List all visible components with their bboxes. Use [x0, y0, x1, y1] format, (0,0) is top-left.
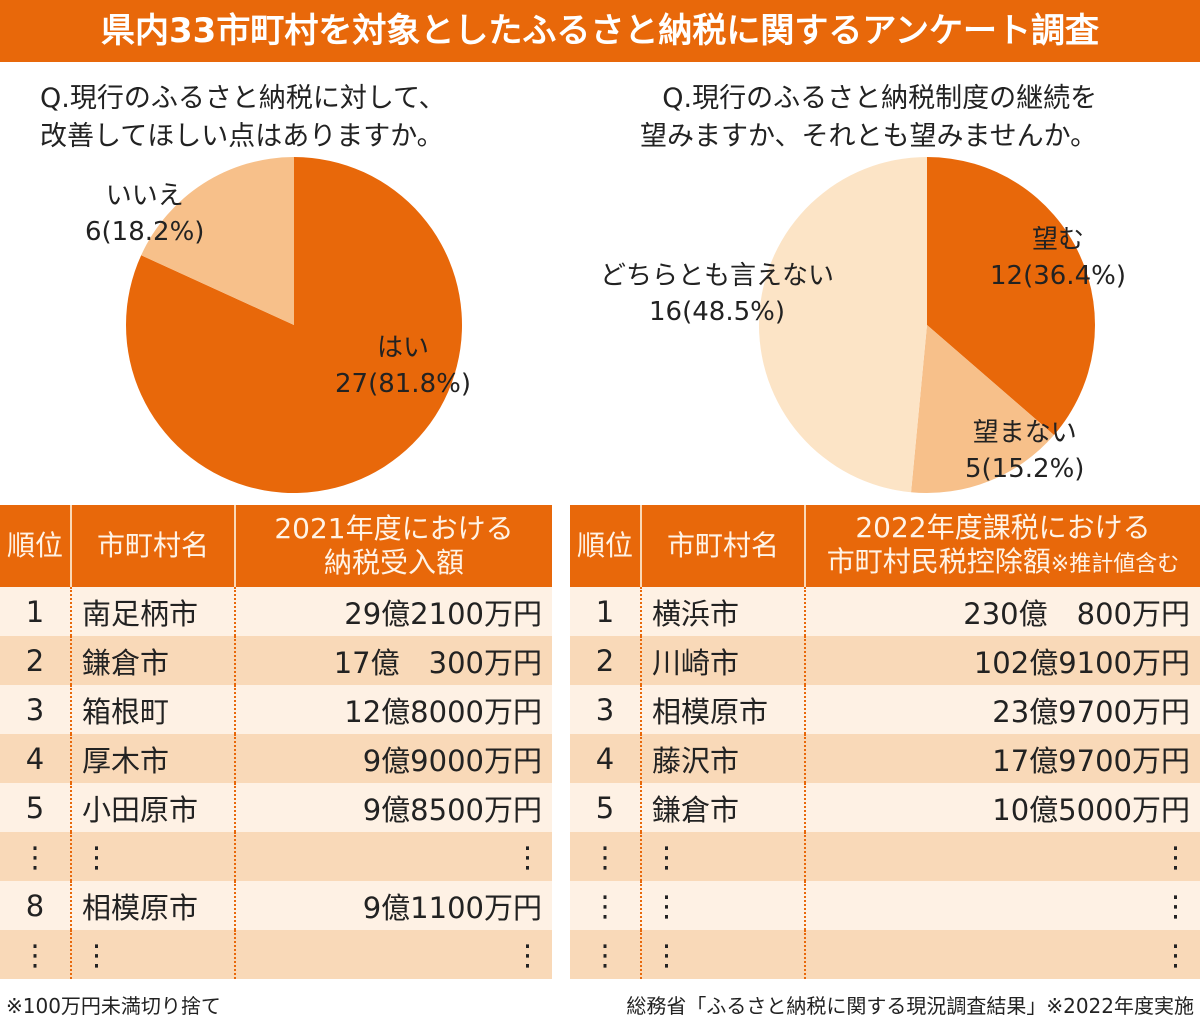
- pie2-slice-0: [927, 157, 1095, 436]
- table-row: 1 南足柄市 29億2100万円: [0, 587, 552, 636]
- cell-rank: ⋮: [570, 930, 641, 979]
- header-municipality: 市町村名: [640, 505, 805, 587]
- question-2: Q.現行のふるさと納税制度の継続を 望みますか、それとも望みませんか。: [640, 83, 1098, 152]
- header-rank: 順位: [570, 505, 641, 587]
- table-furusato-income: 順位 市町村名 2021年度における 納税受入額 1 南足柄市 29億2100万円 2…: [0, 505, 552, 979]
- table-row: 8 相模原市 9億1100万円: [0, 881, 552, 930]
- cell-rank: 4: [0, 734, 71, 783]
- cell-rank: ⋮: [0, 930, 71, 979]
- table-row: 2 川崎市 102億9100万円: [570, 636, 1200, 685]
- cell-amount: 102億9100万円: [804, 636, 1200, 685]
- cell-municipality: 藤沢市: [640, 734, 805, 783]
- header-amount: 2021年度における 納税受入額: [234, 505, 552, 587]
- cell-rank: 8: [0, 881, 71, 930]
- cell-rank: 1: [0, 587, 71, 636]
- cell-amount: 10億5000万円: [804, 783, 1200, 832]
- cell-municipality: 川崎市: [640, 636, 805, 685]
- header-municipality: 市町村名: [70, 505, 235, 587]
- cell-rank: 4: [570, 734, 641, 783]
- table-row: ⋮ ⋮ ⋮: [570, 832, 1200, 881]
- cell-amount: 9億9000万円: [234, 734, 552, 783]
- cell-municipality: 相模原市: [70, 881, 235, 930]
- table-row: 5 鎌倉市 10億5000万円: [570, 783, 1200, 832]
- pie2-slice-2: [758, 157, 927, 493]
- cell-municipality: ⋮: [640, 881, 805, 930]
- table-row: 3 相模原市 23億9700万円: [570, 685, 1200, 734]
- footnote: ※100万円未満切り捨て: [6, 994, 221, 1018]
- cell-amount: ⋮: [804, 832, 1200, 881]
- cell-municipality: ⋮: [70, 832, 235, 881]
- cell-rank: 1: [570, 587, 641, 636]
- cell-municipality: 箱根町: [70, 685, 235, 734]
- cell-amount: 17億 300万円: [234, 636, 552, 685]
- cell-municipality: 相模原市: [640, 685, 805, 734]
- cell-rank: ⋮: [570, 881, 641, 930]
- cell-municipality: ⋮: [70, 930, 235, 979]
- cell-municipality: 小田原市: [70, 783, 235, 832]
- cell-rank: 2: [0, 636, 71, 685]
- pie-charts: [125, 157, 1095, 494]
- table-row: ⋮ ⋮ ⋮: [0, 832, 552, 881]
- cell-rank: 3: [0, 685, 71, 734]
- table-row: 1 横浜市 230億 800万円: [570, 587, 1200, 636]
- cell-municipality: 南足柄市: [70, 587, 235, 636]
- cell-amount: ⋮: [804, 881, 1200, 930]
- pie1-label-yes: はい 27(81.8%): [335, 333, 471, 399]
- cell-municipality: ⋮: [640, 930, 805, 979]
- table-tax-deduction: 順位 市町村名 2022年度課税における 市町村民税控除額※推計値含む 1 横浜市 2…: [570, 505, 1200, 979]
- cell-amount: 12億8000万円: [234, 685, 552, 734]
- pie2-label-neither: どちらとも言えない 16(48.5%): [600, 261, 835, 327]
- cell-amount: 9億8500万円: [234, 783, 552, 832]
- pie1-label-no: いいえ 6(18.2%): [85, 181, 205, 247]
- cell-rank: 3: [570, 685, 641, 734]
- header-amount: 2022年度課税における 市町村民税控除額※推計値含む: [804, 505, 1200, 587]
- table-row: 2 鎌倉市 17億 300万円: [0, 636, 552, 685]
- cell-amount: 9億1100万円: [234, 881, 552, 930]
- table-row: 3 箱根町 12億8000万円: [0, 685, 552, 734]
- table-row: ⋮ ⋮ ⋮: [570, 881, 1200, 930]
- cell-rank: 5: [570, 783, 641, 832]
- cell-municipality: 鎌倉市: [640, 783, 805, 832]
- cell-municipality: ⋮: [640, 832, 805, 881]
- table-row: ⋮ ⋮ ⋮: [0, 930, 552, 979]
- question-1: Q.現行のふるさと納税に対して、 改善してほしい点はありますか。: [40, 83, 446, 152]
- cell-amount: 29億2100万円: [234, 587, 552, 636]
- pie2-label-dontwant: 望まない 5(15.2%): [965, 418, 1085, 484]
- cell-municipality: 厚木市: [70, 734, 235, 783]
- table-row: ⋮ ⋮ ⋮: [570, 930, 1200, 979]
- source: 総務省「ふるさと納税に関する現況調査結果」※2022年度実施: [626, 994, 1194, 1018]
- header-rank: 順位: [0, 505, 71, 587]
- cell-amount: ⋮: [804, 930, 1200, 979]
- pie1-slice-1: [141, 157, 294, 325]
- cell-amount: 23億9700万円: [804, 685, 1200, 734]
- cell-amount: ⋮: [234, 832, 552, 881]
- cell-amount: ⋮: [234, 930, 552, 979]
- cell-rank: 2: [570, 636, 641, 685]
- table-row: 4 厚木市 9億9000万円: [0, 734, 552, 783]
- pie2-label-want: 望む 12(36.4%): [990, 225, 1126, 291]
- page-title: 県内33市町村を対象としたふるさと納税に関するアンケート調査: [0, 0, 1200, 62]
- cell-municipality: 鎌倉市: [70, 636, 235, 685]
- table-row: 4 藤沢市 17億9700万円: [570, 734, 1200, 783]
- cell-rank: ⋮: [0, 832, 71, 881]
- cell-amount: 230億 800万円: [804, 587, 1200, 636]
- pie2-slice-1: [911, 325, 1054, 493]
- cell-rank: 5: [0, 783, 71, 832]
- cell-municipality: 横浜市: [640, 587, 805, 636]
- table-row: 5 小田原市 9億8500万円: [0, 783, 552, 832]
- cell-rank: ⋮: [570, 832, 641, 881]
- cell-amount: 17億9700万円: [804, 734, 1200, 783]
